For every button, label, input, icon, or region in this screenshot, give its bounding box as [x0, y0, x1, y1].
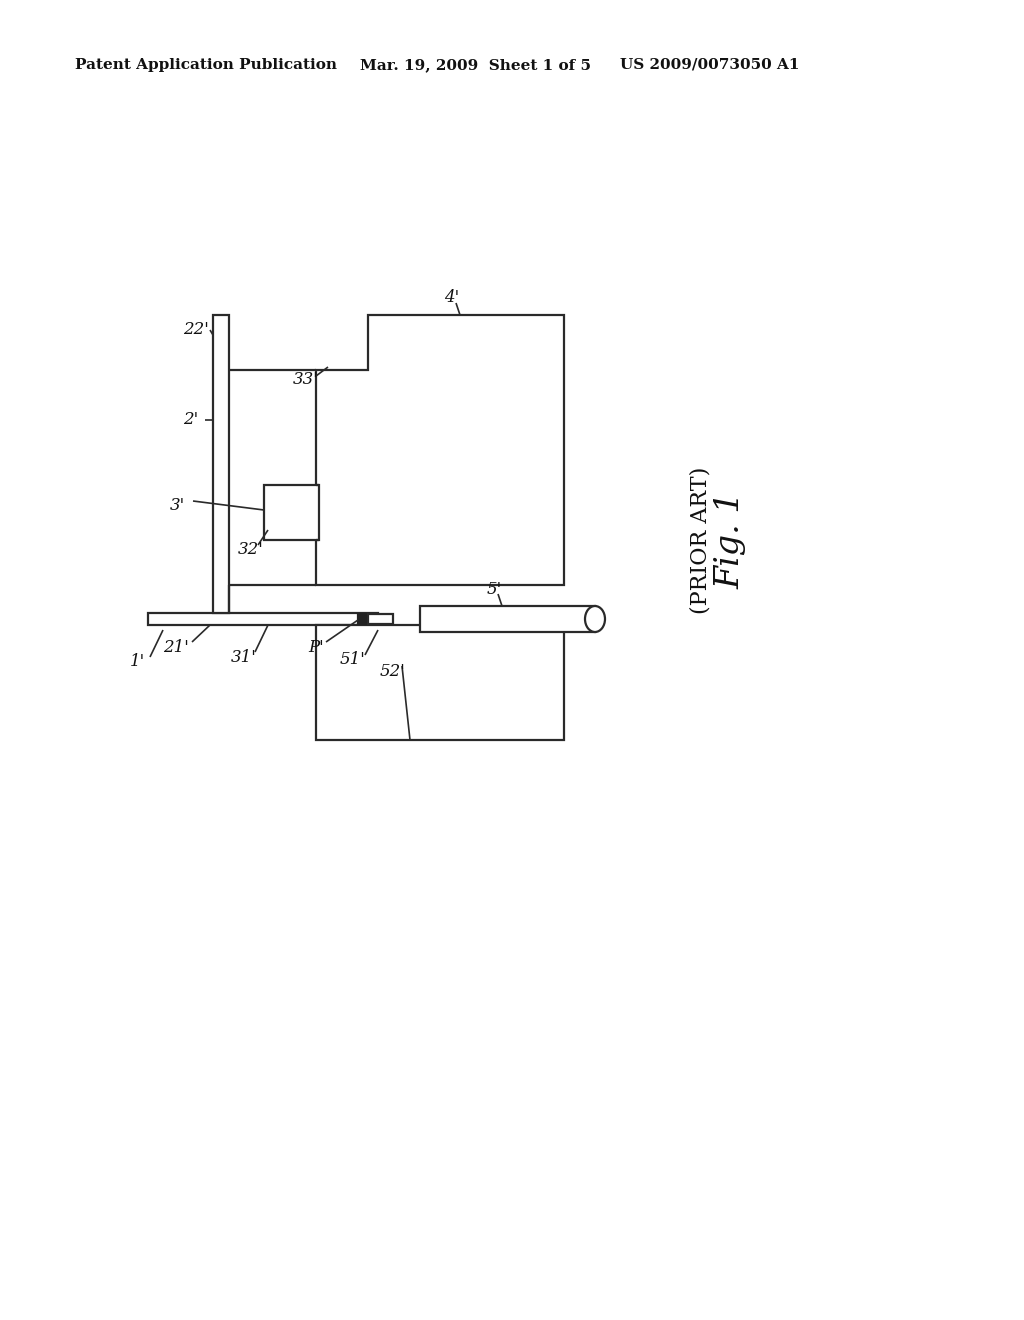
Text: 5': 5'	[487, 582, 502, 598]
Text: 22': 22'	[183, 322, 209, 338]
Text: 32': 32'	[238, 541, 264, 558]
Ellipse shape	[585, 606, 605, 632]
Text: 1': 1'	[130, 653, 145, 671]
Text: 4': 4'	[444, 289, 459, 306]
Text: 51': 51'	[340, 652, 366, 668]
Text: Fig. 1: Fig. 1	[714, 491, 746, 589]
Text: 2': 2'	[183, 412, 199, 429]
Bar	[213, 315, 229, 612]
Text: (PRIOR ART): (PRIOR ART)	[689, 466, 711, 614]
Bar	[316, 624, 564, 741]
Bar	[368, 614, 393, 624]
Text: 3': 3'	[170, 496, 185, 513]
Text: 52': 52'	[380, 664, 406, 681]
Bar	[148, 612, 378, 624]
Text: 33': 33'	[293, 371, 318, 388]
Text: 21': 21'	[163, 639, 188, 656]
Text: Patent Application Publication: Patent Application Publication	[75, 58, 337, 73]
Polygon shape	[316, 315, 564, 585]
Text: Mar. 19, 2009  Sheet 1 of 5: Mar. 19, 2009 Sheet 1 of 5	[360, 58, 591, 73]
Bar	[264, 484, 319, 540]
Text: 31': 31'	[231, 648, 257, 665]
Bar	[358, 614, 368, 624]
Text: P': P'	[308, 639, 324, 656]
Bar	[420, 606, 595, 632]
Text: US 2009/0073050 A1: US 2009/0073050 A1	[620, 58, 800, 73]
